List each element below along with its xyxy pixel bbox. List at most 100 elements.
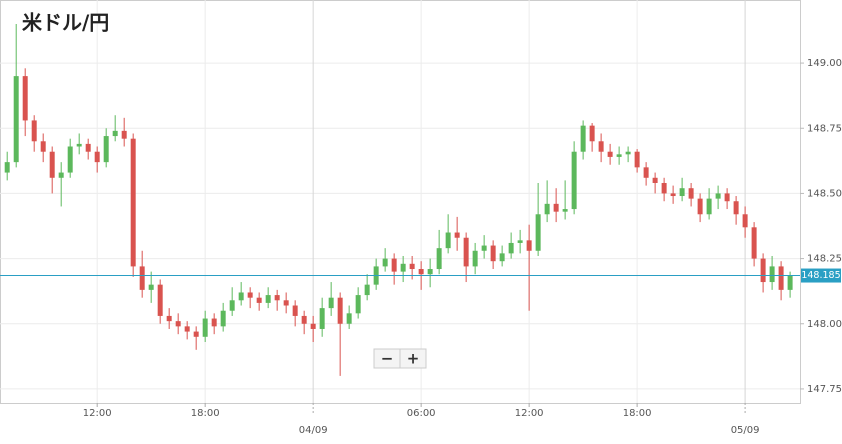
candle-body bbox=[337, 297, 343, 324]
candle-body bbox=[202, 318, 208, 337]
candle-body bbox=[301, 315, 307, 324]
candle-body bbox=[427, 269, 433, 275]
candle-body bbox=[22, 76, 28, 121]
y-tick-label: 148.250 bbox=[807, 254, 842, 265]
y-tick-label: 148.750 bbox=[807, 123, 842, 134]
candle-body bbox=[355, 295, 361, 314]
candle-body bbox=[652, 177, 658, 183]
candle-body bbox=[643, 167, 649, 178]
candle-body bbox=[211, 318, 217, 327]
candle-body bbox=[292, 305, 298, 316]
candle-body bbox=[112, 130, 118, 137]
candle-body bbox=[688, 188, 694, 199]
candle-body bbox=[580, 125, 586, 152]
candle-body bbox=[193, 331, 199, 337]
x-tick-label: 12:00 bbox=[83, 408, 112, 419]
candle-body bbox=[67, 146, 73, 173]
zoom-in-label[interactable]: + bbox=[407, 350, 420, 368]
zoom-controls: − + bbox=[373, 348, 427, 369]
candle-body bbox=[49, 151, 55, 178]
x-tick-label: 18:00 bbox=[623, 408, 652, 419]
candle-body bbox=[94, 151, 100, 163]
candle-body bbox=[238, 292, 244, 301]
candle-body bbox=[76, 143, 82, 147]
candle-body bbox=[472, 250, 478, 267]
candle-body bbox=[715, 193, 721, 199]
candle-body bbox=[508, 242, 514, 254]
candle-body bbox=[571, 151, 577, 210]
candle-body bbox=[391, 258, 397, 272]
candle-body bbox=[409, 263, 415, 270]
candle-body bbox=[274, 295, 280, 301]
candle-body bbox=[769, 266, 775, 283]
candle-body bbox=[139, 266, 145, 290]
chart-title: 米ドル/円 bbox=[22, 11, 109, 35]
candle-body bbox=[166, 315, 172, 322]
candle-body bbox=[634, 151, 640, 168]
candle-body bbox=[283, 300, 289, 306]
candle-body bbox=[499, 253, 505, 262]
candle-body bbox=[526, 240, 532, 251]
candle-body bbox=[751, 227, 757, 259]
grid bbox=[0, 0, 804, 415]
candle-body bbox=[256, 297, 262, 303]
candle-body bbox=[58, 172, 64, 178]
candle-body bbox=[310, 323, 316, 329]
candle-body bbox=[13, 76, 19, 163]
candle-body bbox=[697, 198, 703, 215]
candle-body bbox=[589, 125, 595, 142]
candle-body bbox=[607, 151, 613, 157]
candle-body bbox=[121, 130, 127, 139]
x-tick-label: 04/09 bbox=[299, 425, 328, 436]
candle-body bbox=[517, 240, 523, 243]
last-price-label: 148.185 bbox=[801, 270, 840, 281]
zoom-out-label[interactable]: − bbox=[381, 350, 394, 368]
candle-body bbox=[706, 198, 712, 215]
candle-body bbox=[544, 203, 550, 215]
candle-body bbox=[130, 138, 136, 267]
candle-body bbox=[445, 232, 451, 249]
candle-body bbox=[418, 269, 424, 275]
candle-body bbox=[724, 193, 730, 202]
candle-body bbox=[4, 162, 10, 173]
candle-body bbox=[40, 141, 46, 152]
candle-body bbox=[85, 143, 91, 152]
candles bbox=[4, 23, 793, 376]
candle-body bbox=[328, 297, 334, 309]
candle-body bbox=[625, 151, 631, 155]
candle-body bbox=[319, 308, 325, 329]
candle-body bbox=[346, 313, 352, 324]
candle-body bbox=[184, 326, 190, 332]
candle-body bbox=[175, 321, 181, 327]
x-tick-label: 05/09 bbox=[731, 425, 760, 436]
candle-body bbox=[679, 188, 685, 197]
x-tick-label: 12:00 bbox=[515, 408, 544, 419]
candle-body bbox=[733, 201, 739, 215]
x-tick-label: 06:00 bbox=[407, 408, 436, 419]
candle-body bbox=[454, 232, 460, 238]
candle-body bbox=[661, 182, 667, 194]
candle-body bbox=[535, 214, 541, 251]
candle-body bbox=[598, 141, 604, 152]
last-price-box bbox=[801, 268, 841, 283]
y-tick-label: 148.000 bbox=[807, 319, 842, 330]
candle-body bbox=[670, 193, 676, 197]
y-tick-label: 149.000 bbox=[807, 58, 842, 69]
candle-body bbox=[31, 120, 37, 142]
candle-body bbox=[490, 245, 496, 262]
candle-body bbox=[616, 154, 622, 157]
zoom-in-button[interactable] bbox=[399, 348, 427, 369]
candle-body bbox=[562, 209, 568, 212]
candle-body bbox=[778, 266, 784, 290]
candle-body bbox=[760, 258, 766, 283]
candle-body bbox=[247, 292, 253, 298]
candle-body bbox=[148, 284, 154, 290]
candle-body bbox=[436, 248, 442, 270]
candle-body bbox=[787, 275, 793, 290]
candle-body bbox=[229, 300, 235, 311]
candle-body bbox=[553, 203, 559, 212]
candle-body bbox=[220, 310, 226, 327]
candle-body bbox=[103, 136, 109, 163]
y-tick-label: 148.500 bbox=[807, 188, 842, 199]
